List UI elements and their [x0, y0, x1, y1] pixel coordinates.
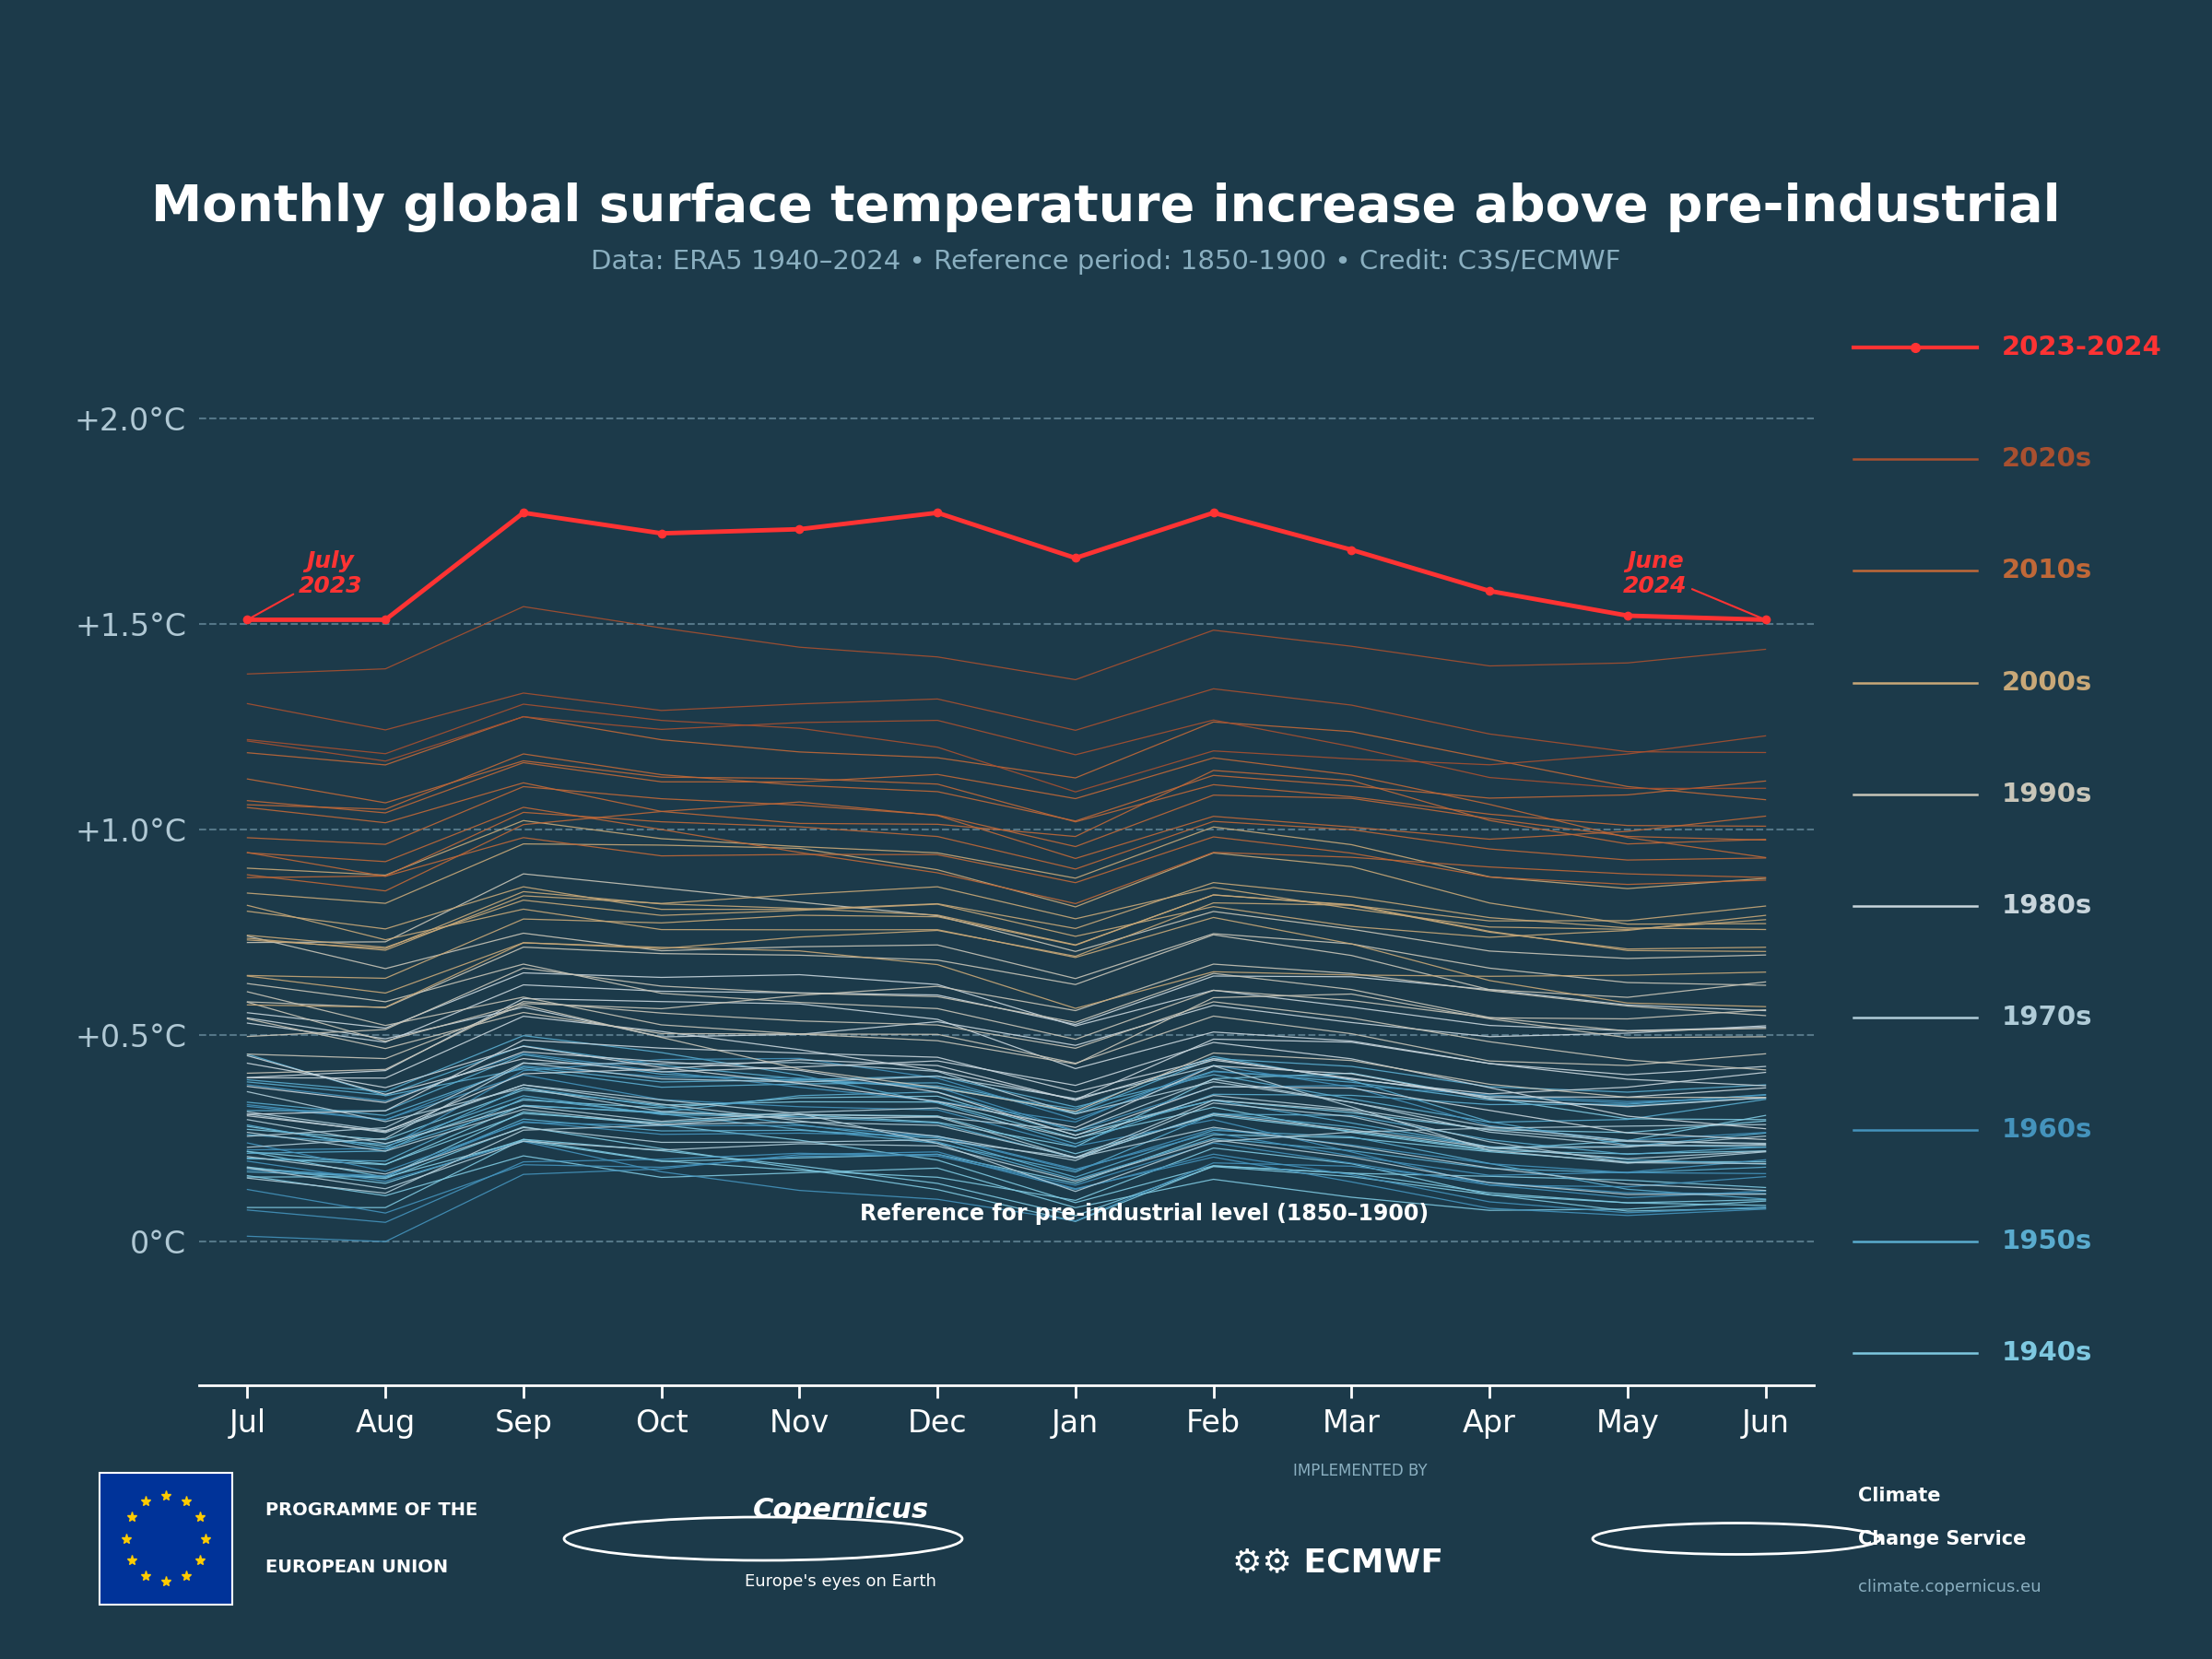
Text: Climate: Climate — [1858, 1486, 1940, 1505]
Text: 1970s: 1970s — [2002, 1005, 2093, 1030]
Text: climate.copernicus.eu: climate.copernicus.eu — [1858, 1579, 2042, 1596]
Text: Change Service: Change Service — [1858, 1530, 2026, 1548]
Text: 1960s: 1960s — [2002, 1117, 2093, 1143]
Text: Data: ERA5 1940–2024 • Reference period: 1850-1900 • Credit: C3S/ECMWF: Data: ERA5 1940–2024 • Reference period:… — [591, 249, 1621, 275]
Text: 1990s: 1990s — [2002, 781, 2093, 808]
Text: Europe's eyes on Earth: Europe's eyes on Earth — [745, 1574, 936, 1591]
Text: 2023-2024: 2023-2024 — [2002, 335, 2161, 360]
Text: Monthly global surface temperature increase above pre-industrial: Monthly global surface temperature incre… — [150, 182, 2062, 232]
Text: 1950s: 1950s — [2002, 1229, 2093, 1254]
Text: IMPLEMENTED BY: IMPLEMENTED BY — [1294, 1463, 1427, 1480]
Text: June
2024: June 2024 — [1624, 549, 1763, 619]
FancyBboxPatch shape — [100, 1473, 232, 1604]
Text: 1980s: 1980s — [2002, 893, 2093, 919]
Text: ⚙⚙ ECMWF: ⚙⚙ ECMWF — [1232, 1548, 1444, 1578]
Text: PROGRAMME OF THE: PROGRAMME OF THE — [265, 1501, 478, 1518]
Text: 2000s: 2000s — [2002, 670, 2093, 695]
Text: 1940s: 1940s — [2002, 1340, 2093, 1365]
Text: 2020s: 2020s — [2002, 446, 2093, 471]
Text: Copernicus: Copernicus — [752, 1496, 929, 1523]
Text: July
2023: July 2023 — [250, 549, 363, 619]
Text: 2010s: 2010s — [2002, 557, 2093, 584]
Text: Reference for pre-industrial level (1850–1900): Reference for pre-industrial level (1850… — [860, 1203, 1429, 1224]
Text: EUROPEAN UNION: EUROPEAN UNION — [265, 1559, 449, 1576]
